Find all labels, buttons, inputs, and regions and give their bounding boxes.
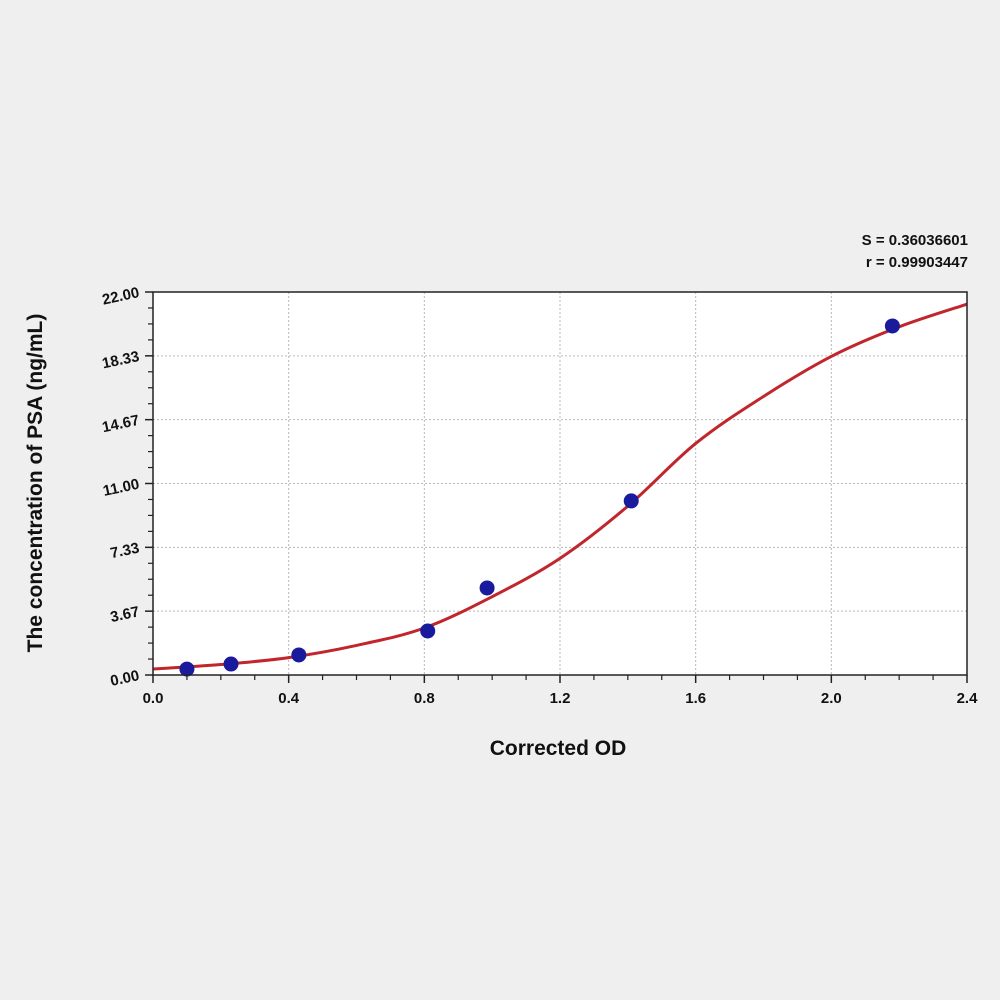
- y-axis-title: The concentration of PSA (ng/mL): [24, 314, 47, 653]
- y-tick-label: 22.00: [101, 284, 141, 308]
- x-axis-title: Corrected OD: [490, 737, 627, 760]
- y-tick-label: 3.67: [109, 603, 141, 626]
- data-point: [623, 493, 639, 509]
- data-point: [291, 647, 307, 663]
- data-point: [884, 318, 900, 334]
- data-point: [420, 623, 436, 639]
- x-tick-label: 0.8: [414, 690, 435, 707]
- x-tick-label: 2.4: [957, 690, 979, 707]
- y-tick-label: 18.33: [101, 348, 141, 372]
- data-point: [179, 661, 195, 677]
- data-point: [479, 580, 495, 596]
- data-point: [223, 656, 239, 672]
- stat-r: r = 0.99903447: [866, 254, 968, 271]
- x-tick-label: 0.0: [143, 690, 164, 707]
- y-tick-label: 14.67: [101, 412, 141, 436]
- fit-curve: [152, 302, 968, 671]
- fit-curve-group: [152, 302, 968, 671]
- axis-ticks: [145, 291, 968, 683]
- x-tick-label: 2.0: [821, 690, 842, 707]
- x-tick-label: 1.2: [550, 690, 571, 707]
- y-tick-labels: 0.00 3.67 7.33 11.00 14.67 18.33 22.00: [101, 284, 141, 690]
- x-tick-label: 0.4: [278, 690, 300, 707]
- stat-s: S = 0.36036601: [862, 232, 968, 249]
- y-tick-label: 0.00: [109, 667, 141, 690]
- x-tick-labels: 0.0 0.4 0.8 1.2 1.6 2.0 2.4: [143, 690, 979, 707]
- y-tick-label: 11.00: [101, 476, 140, 500]
- data-points: [179, 318, 900, 677]
- y-tick-label: 7.33: [109, 540, 141, 563]
- x-tick-label: 1.6: [685, 690, 706, 707]
